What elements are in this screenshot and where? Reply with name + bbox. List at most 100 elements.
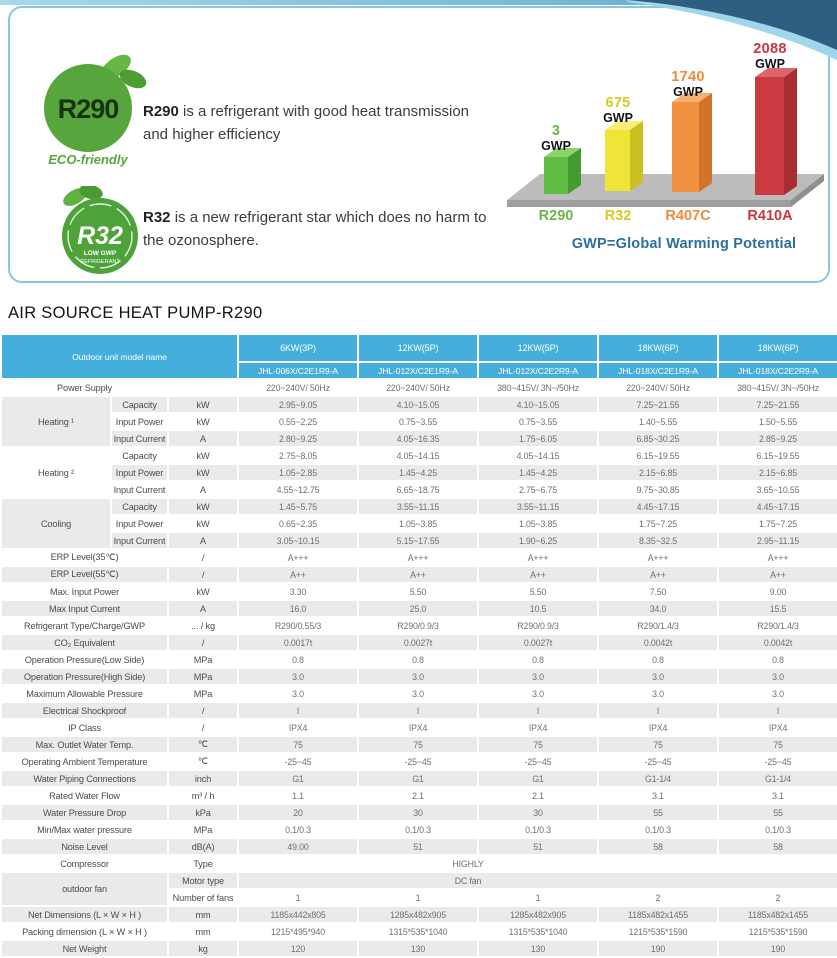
table-row: ERP Level(55℃) / A++ A++ A++ A++ A++	[0, 565, 837, 584]
spec-table-header: Outdoor unit model name 6KW(3P) 12KW(5P) 12…	[0, 333, 837, 380]
value-cell: I	[237, 701, 360, 720]
gwp-bar-r290	[544, 148, 581, 194]
value-cell: 5.15~17.55	[357, 531, 480, 550]
table-row: Rated Water Flow m³ / h 1.1 2.1 2.1 3.1 3.1	[0, 786, 837, 805]
r290-badge-code: R290	[58, 94, 119, 124]
unit-cell: mm	[166, 922, 240, 941]
table-row: Power Supply 220~240V/ 50Hz 220~240V/ 50Hz…	[0, 378, 837, 397]
value-cell: 3.0	[237, 684, 360, 703]
value-cell: 380~415V/ 3N~/50Hz	[477, 378, 600, 397]
unit-cell: kW	[166, 497, 240, 516]
unit-cell: MPa	[166, 820, 240, 839]
value-cell: 49.00	[237, 837, 360, 856]
value-cell: IPX4	[237, 718, 360, 737]
bar-value: 1740	[671, 69, 705, 85]
value-cell: 4.05~16.35	[357, 429, 480, 448]
value-cell: 0.0017t	[237, 633, 360, 652]
section-label-cell: outdoor fan	[0, 871, 169, 907]
value-cell: 55	[717, 803, 837, 822]
section-label-cell: Heating ²	[0, 446, 112, 499]
table-row: Input Current A 4.55~12.75 6.65~18.75 2.75~6…	[1, 480, 837, 499]
value-cell: 1185x442x805	[237, 905, 360, 924]
value-cell: 51	[357, 837, 480, 856]
value-cell: 1.40~5.55	[597, 412, 720, 431]
row-label-cell: Water Pressure Drop	[0, 803, 169, 822]
column-power-header: 12KW(5P)	[357, 333, 480, 363]
value-cell: -25~45	[237, 752, 360, 771]
value-cell: 34.0	[597, 599, 720, 618]
unit-cell: dB(A)	[166, 837, 240, 856]
bar-value-label-r407c: 1740 GWP	[654, 70, 722, 100]
value-cell: 1.75~7.25	[717, 514, 837, 533]
row-label-cell: Packing dimension (L × W × H )	[0, 922, 169, 941]
table-title: AIR SOURCE HEAT PUMP-R290	[8, 304, 263, 322]
value-cell: 3.65~10.55	[717, 480, 837, 499]
table-row: Max Input Current A 16.0 25.0 10.5 34.0 15.5	[0, 599, 837, 618]
value-cell: 20	[237, 803, 360, 822]
unit-cell: Number of fans	[166, 888, 240, 907]
row-label-cell: Net Dimensions (L × W × H )	[0, 905, 169, 924]
value-cell: 3.0	[597, 667, 720, 686]
unit-cell: ℃	[166, 735, 240, 754]
value-cell: 15.5	[717, 599, 837, 618]
table-row: Input Power kW 0.65~2.35 1.05~3.85 1.05~3.85…	[1, 514, 837, 533]
column-power-header: 18KW(6P)	[597, 333, 720, 363]
unit-cell: Type	[166, 854, 240, 873]
value-cell: A+++	[477, 548, 600, 567]
value-cell: 6.15~19.55	[597, 446, 720, 465]
value-cell: 1	[477, 888, 600, 907]
value-cell: 1315*535*1040	[357, 922, 480, 941]
value-cell: R290/0.55/3	[237, 616, 360, 635]
unit-cell: kW	[166, 412, 240, 431]
value-cell: 4.45~17.15	[717, 497, 837, 516]
value-cell: 2.1	[477, 786, 600, 805]
r32-badge: R32 LOW GWP REFRIGERANT	[62, 186, 138, 274]
value-cell: 1.90~6.25	[477, 531, 600, 550]
value-cell: 6.15~19.55	[717, 446, 837, 465]
spec-table: Outdoor unit model name 6KW(3P) 12KW(5P) 12…	[0, 333, 837, 958]
value-cell: 380~415V/ 3N~/50Hz	[717, 378, 837, 397]
unit-cell: inch	[166, 769, 240, 788]
r290-badge: R290 ECO-friendly	[44, 54, 147, 167]
value-cell: R290/0.9/3	[477, 616, 600, 635]
table-row: Operating Ambient Temperature ℃ -25~45 -25~…	[0, 752, 837, 771]
section-label-cell: Cooling	[0, 497, 112, 550]
value-cell: 75	[597, 735, 720, 754]
table-row: Noise Level dB(A) 49.00 51 51 58 58	[0, 837, 837, 856]
r290-badge-tagline: ECO-friendly	[48, 152, 128, 167]
value-cell: 3.0	[597, 684, 720, 703]
value-cell: IPX4	[357, 718, 480, 737]
r32-badge-tagline-low-gwp: LOW GWP	[84, 250, 117, 257]
section-label-cell: Heating ¹	[0, 395, 112, 448]
value-cell: 7.25~21.55	[597, 395, 720, 414]
value-cell: 0.0042t	[717, 633, 837, 652]
value-cell: 0.75~3.55	[477, 412, 600, 431]
value-cell: 75	[477, 735, 600, 754]
value-cell: R290/0.9/3	[357, 616, 480, 635]
value-cell: 130	[477, 939, 600, 958]
unit-cell: kW	[166, 463, 240, 482]
value-cell: IPX4	[717, 718, 837, 737]
value-cell: I	[357, 701, 480, 720]
value-cell: 0.8	[597, 650, 720, 669]
table-row: Max. Outlet Water Temp. ℃ 75 75 75 75 75	[0, 735, 837, 754]
bar-value: 2088	[753, 41, 787, 57]
table-row: Input Power kW 1.05~2.85 1.45~4.25 1.45~4.25…	[1, 463, 837, 482]
value-cell: G1	[477, 769, 600, 788]
unit-cell: kW	[166, 395, 240, 414]
row-label-cell: Operating Ambient Temperature	[0, 752, 169, 771]
value-cell: 75	[237, 735, 360, 754]
r32-badge-code: R32	[77, 222, 123, 250]
gwp-chart: 3 GWP 675 GWP 1740 GWP 2088 GWP R290 R32 R40…	[492, 32, 837, 277]
refrigerant-info-panel: R290 ECO-friendly R32 LOW GWP REFRIGERAN…	[8, 6, 830, 283]
table-row: Water Pressure Drop kPa 20 30 30 55 55	[0, 803, 837, 822]
value-cell: 220~240V/ 50Hz	[357, 378, 480, 397]
value-cell: A+++	[717, 548, 837, 567]
value-cell: 0.8	[357, 650, 480, 669]
spec-table-body: Power Supply 220~240V/ 50Hz 220~240V/ 50Hz…	[0, 378, 837, 958]
chart-platform	[507, 174, 824, 207]
value-cell: 9.75~30.85	[597, 480, 720, 499]
row-label-cell: Power Supply	[0, 378, 169, 397]
value-cell: 4.05~14.15	[477, 446, 600, 465]
value-cell: 0.65~2.35	[237, 514, 360, 533]
